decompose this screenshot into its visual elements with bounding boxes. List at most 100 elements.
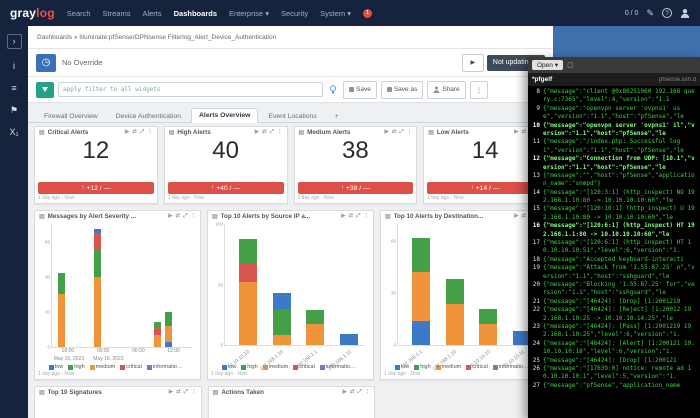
refresh-play-button[interactable]: ▶ [461, 53, 484, 72]
list-icon[interactable]: ≡ [11, 83, 17, 93]
widget-move-icon[interactable]: ⇄ [348, 212, 354, 219]
nav-item-search[interactable]: Search [66, 8, 91, 18]
widget-play-icon[interactable]: ▶ [341, 212, 346, 219]
formula-icon[interactable]: X₁ [9, 127, 19, 137]
widget-expand-icon[interactable]: ⤢ [269, 128, 274, 135]
widget-move-icon[interactable]: ⇄ [175, 212, 181, 219]
nav-item-system[interactable]: System ▾ [320, 8, 351, 18]
filter-input[interactable] [58, 82, 323, 97]
legend-item-critical[interactable]: critical [466, 364, 488, 370]
chart-bar[interactable] [154, 224, 162, 347]
filter-toggle-button[interactable] [36, 81, 54, 98]
widget-play-icon[interactable]: ▶ [125, 128, 130, 135]
widget-move-icon[interactable]: ⇄ [261, 128, 267, 135]
widget-menu-icon[interactable]: ⋮ [364, 388, 371, 395]
graylog-logo[interactable]: graylog [10, 6, 55, 20]
chart-plot[interactable]: 60 40 20 0 [45, 224, 192, 350]
chart-bar[interactable] [272, 224, 291, 345]
chart-bar[interactable] [445, 224, 464, 345]
hint-lightbulb-icon[interactable] [329, 85, 337, 94]
widget-menu-icon[interactable]: ⋮ [191, 388, 197, 395]
widget-expand-icon[interactable]: ⤢ [357, 388, 362, 395]
widget-move-icon[interactable]: ⇄ [349, 388, 355, 395]
widget-expand-icon[interactable]: ⤢ [139, 128, 145, 135]
widget-menu-icon[interactable]: ⋮ [406, 128, 413, 135]
terminal-body[interactable]: 8 {"message":"client @0x80251960 192.168 … [528, 86, 700, 418]
chart-plot[interactable]: 60 30 0 [391, 224, 538, 348]
widget-move-icon[interactable]: ⇄ [391, 128, 397, 135]
tab-device-authentication[interactable]: Device Authentication [115, 113, 182, 120]
nav-item-enterprise[interactable]: Enterprise ▾ [229, 8, 270, 18]
expand-sidebar-icon[interactable]: › [6, 34, 22, 49]
save-as-button[interactable]: Save as [380, 80, 424, 99]
timerange-button[interactable]: ◷ [36, 53, 56, 72]
legend-item-informational[interactable]: informatio… [492, 364, 528, 370]
notification-badge[interactable]: 1 [362, 8, 372, 18]
widget-move-icon[interactable]: ⇄ [521, 128, 527, 135]
nav-item-dashboards[interactable]: Dashboards [173, 8, 217, 18]
flag-icon[interactable]: ⚑ [9, 105, 19, 115]
legend-item-high[interactable]: high [68, 364, 85, 370]
widget-expand-icon[interactable]: ⤢ [399, 128, 404, 135]
widget-play-icon[interactable]: ▶ [254, 128, 259, 135]
chart-bar[interactable] [512, 224, 531, 345]
legend-item-informational[interactable]: informatio… [146, 364, 182, 370]
terminal-tab[interactable]: *pfgelf [532, 76, 553, 83]
widget-move-icon[interactable]: ⇄ [132, 128, 137, 135]
nav-item-security[interactable]: Security [281, 8, 309, 18]
widget-menu-icon[interactable]: ⋮ [363, 212, 370, 219]
widget-menu-icon[interactable]: ⋮ [147, 128, 153, 135]
chart-bar[interactable] [412, 224, 431, 345]
terminal-window-icon[interactable]: ▢ [567, 62, 574, 69]
share-button[interactable]: Share [427, 80, 466, 99]
legend-item-critical[interactable]: critical [293, 364, 315, 370]
legend-item-low[interactable]: low [222, 364, 236, 370]
legend-item-informational[interactable]: informatio… [319, 364, 355, 370]
widget-play-icon[interactable]: ▶ [168, 212, 173, 219]
user-icon[interactable] [680, 8, 690, 18]
breadcrumb[interactable]: Dashboards » Illuminate:pfSense/OPNsense… [37, 33, 277, 41]
widget-menu-icon[interactable]: ⋮ [190, 212, 197, 219]
chart-bar[interactable] [306, 224, 325, 345]
legend-item-low[interactable]: low [49, 364, 63, 370]
legend-item-medium[interactable]: medium [89, 364, 115, 370]
widget-play-icon[interactable]: ▶ [342, 388, 347, 395]
terminal-open-button[interactable]: Open ▾ [532, 60, 564, 70]
legend-item-high[interactable]: high [414, 364, 431, 370]
widget-play-icon[interactable]: ▶ [514, 212, 519, 219]
widget-expand-icon[interactable]: ⤢ [356, 212, 361, 219]
edit-icon[interactable]: ✎ [646, 7, 654, 18]
tab-add[interactable]: + [334, 113, 339, 120]
legend-item-low[interactable]: low [395, 364, 409, 370]
terminal-titlebar[interactable]: Open ▾ ▢ [528, 57, 700, 73]
widget-play-icon[interactable]: ▶ [384, 128, 389, 135]
save-button[interactable]: Save [343, 80, 377, 99]
legend-item-high[interactable]: high [241, 364, 258, 370]
timerange-override-label[interactable]: No Override [62, 58, 103, 67]
widget-play-icon[interactable]: ▶ [514, 128, 519, 135]
chart-bar[interactable] [57, 224, 65, 347]
chart-bar[interactable] [94, 224, 101, 347]
widget-move-icon[interactable]: ⇄ [521, 212, 527, 219]
legend-item-medium[interactable]: medium [435, 364, 461, 370]
nav-item-streams[interactable]: Streams [102, 8, 131, 18]
tab-alerts-overview[interactable]: Alerts Overview [191, 108, 259, 123]
info-icon[interactable]: i [13, 61, 15, 71]
widget-menu-icon[interactable]: ⋮ [277, 128, 283, 135]
chart-bar[interactable] [339, 224, 358, 345]
chart-bar[interactable] [479, 224, 498, 345]
tab-event-locations[interactable]: Event Locations [268, 113, 317, 120]
legend-item-medium[interactable]: medium [262, 364, 288, 370]
nav-item-alerts[interactable]: Alerts [142, 8, 162, 18]
widget-play-icon[interactable]: ▶ [168, 388, 174, 395]
legend-item-critical[interactable]: critical [120, 364, 142, 370]
chart-bar[interactable] [239, 224, 258, 345]
chart-plot[interactable]: 100 50 0 [215, 222, 365, 348]
chart-bar[interactable] [165, 224, 173, 347]
tab-firewall-overview[interactable]: Firewall Overview [44, 113, 98, 120]
help-icon[interactable]: ? [662, 8, 672, 18]
more-actions-button[interactable]: ⋮ [469, 80, 489, 99]
widget-expand-icon[interactable]: ⤢ [183, 388, 189, 395]
widget-expand-icon[interactable]: ⤢ [183, 212, 188, 219]
widget-move-icon[interactable]: ⇄ [176, 388, 181, 395]
